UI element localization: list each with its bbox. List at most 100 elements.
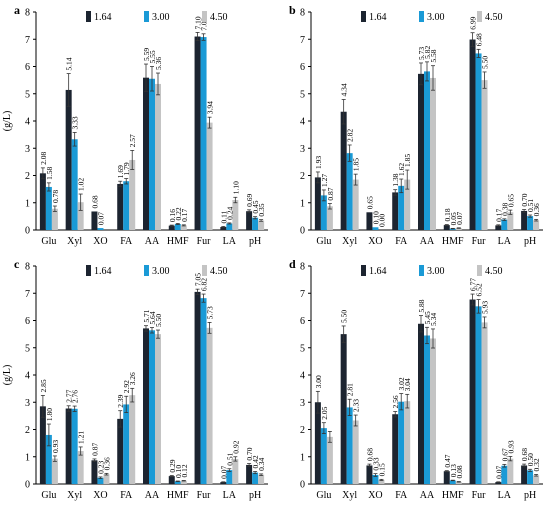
bar (155, 334, 161, 484)
x-tick-label: FA (120, 490, 133, 501)
legend-swatch (361, 11, 366, 22)
data-label: 1.62 (397, 163, 406, 176)
data-label: 0.18 (443, 208, 452, 221)
bar (51, 208, 58, 230)
data-label: 0.47 (443, 454, 452, 467)
bar (97, 228, 104, 230)
bar (352, 179, 359, 230)
x-tick-label: Glu (316, 236, 331, 247)
data-label: 0.23 (96, 461, 105, 474)
bar (507, 458, 514, 484)
y-tick-label: 0 (25, 226, 30, 237)
bar (533, 220, 540, 230)
bar (352, 420, 359, 484)
bar (378, 479, 385, 484)
data-label: 5.58 (429, 49, 438, 62)
data-label: 3.94 (206, 101, 215, 114)
data-label: 5.73 (417, 47, 426, 60)
panel-label: d (289, 257, 296, 271)
bar (71, 408, 78, 484)
data-label: 5.64 (148, 311, 157, 324)
y-tick-label: 2 (25, 171, 30, 182)
bar (418, 73, 424, 230)
x-tick-label: pH (249, 490, 261, 501)
x-tick-label: Glu (316, 490, 331, 501)
data-label: 0.78 (51, 190, 60, 203)
bar (475, 53, 482, 230)
data-label: 0.08 (455, 465, 464, 478)
bar (449, 228, 456, 230)
data-label: 1.85 (352, 158, 361, 171)
y-tick-label: 6 (300, 62, 305, 73)
y-tick-label: 7 (25, 289, 30, 300)
bar (449, 480, 456, 484)
data-label: 1.27 (320, 174, 329, 187)
data-label: 1.69 (116, 165, 125, 178)
bar (372, 475, 379, 484)
data-label: 0.11 (219, 210, 228, 223)
legend: 1.64 3.00 4.50 (361, 11, 503, 23)
bar (149, 78, 155, 230)
y-tick-label: 2 (300, 425, 305, 436)
bar (232, 458, 239, 484)
bar (392, 192, 399, 230)
bar (174, 481, 181, 484)
data-label: 5.50 (340, 310, 349, 323)
x-tick-label: Fur (472, 236, 487, 247)
data-label: 5.34 (429, 313, 438, 326)
legend-swatch (477, 265, 482, 276)
data-label: 0.13 (449, 464, 458, 477)
data-label: 1.80 (45, 408, 54, 421)
x-tick-label: Xyl (67, 490, 82, 501)
bar (155, 83, 161, 230)
legend-label: 3.00 (152, 266, 170, 277)
bar (320, 195, 327, 230)
bar (455, 228, 462, 230)
data-label: 5.50 (154, 314, 163, 327)
data-label: 0.70 (245, 447, 254, 460)
y-tick-label: 0 (25, 480, 30, 491)
data-label: 2.57 (128, 134, 137, 147)
legend: 1.64 3.00 4.50 (86, 11, 228, 23)
x-tick-label: LA (498, 490, 512, 501)
bar (366, 465, 373, 484)
bar (252, 217, 259, 230)
data-label: 0.67 (500, 448, 509, 461)
bar (117, 418, 124, 484)
x-tick-label: Glu (41, 490, 56, 501)
x-tick-label: Fur (472, 490, 487, 501)
y-tick-label: 1 (25, 198, 30, 209)
y-tick-label: 6 (25, 62, 30, 73)
data-label: 1.79 (122, 162, 131, 175)
bar (39, 173, 46, 230)
x-tick-label: pH (524, 490, 536, 501)
bar (481, 322, 488, 484)
x-tick-label: HMF (442, 236, 464, 247)
x-tick-label: HMF (442, 490, 464, 501)
bar (501, 465, 508, 484)
bar (226, 223, 233, 230)
bar (527, 470, 534, 484)
data-label: 0.68 (365, 448, 374, 461)
bar (123, 404, 130, 484)
data-label: 5.14 (65, 57, 74, 70)
data-label: 0.07 (455, 211, 464, 224)
data-label: 5.50 (481, 56, 490, 69)
x-tick-label: Xyl (342, 490, 357, 501)
x-tick-label: AA (145, 236, 160, 247)
x-tick-label: Xyl (67, 236, 82, 247)
x-tick-label: Xyl (342, 236, 357, 247)
bar (226, 470, 233, 484)
bar (220, 227, 227, 230)
data-label: 0.17 (180, 208, 189, 221)
data-label: 3.00 (314, 375, 323, 388)
data-label: 2.05 (320, 406, 329, 419)
data-label: 0.07 (219, 465, 228, 478)
bar (404, 401, 411, 484)
y-tick-label: 5 (25, 89, 30, 100)
bar (180, 225, 187, 230)
y-tick-label: 4 (300, 117, 305, 128)
bar (346, 153, 353, 230)
y-tick-label: 1 (25, 452, 30, 463)
bar (39, 406, 46, 484)
